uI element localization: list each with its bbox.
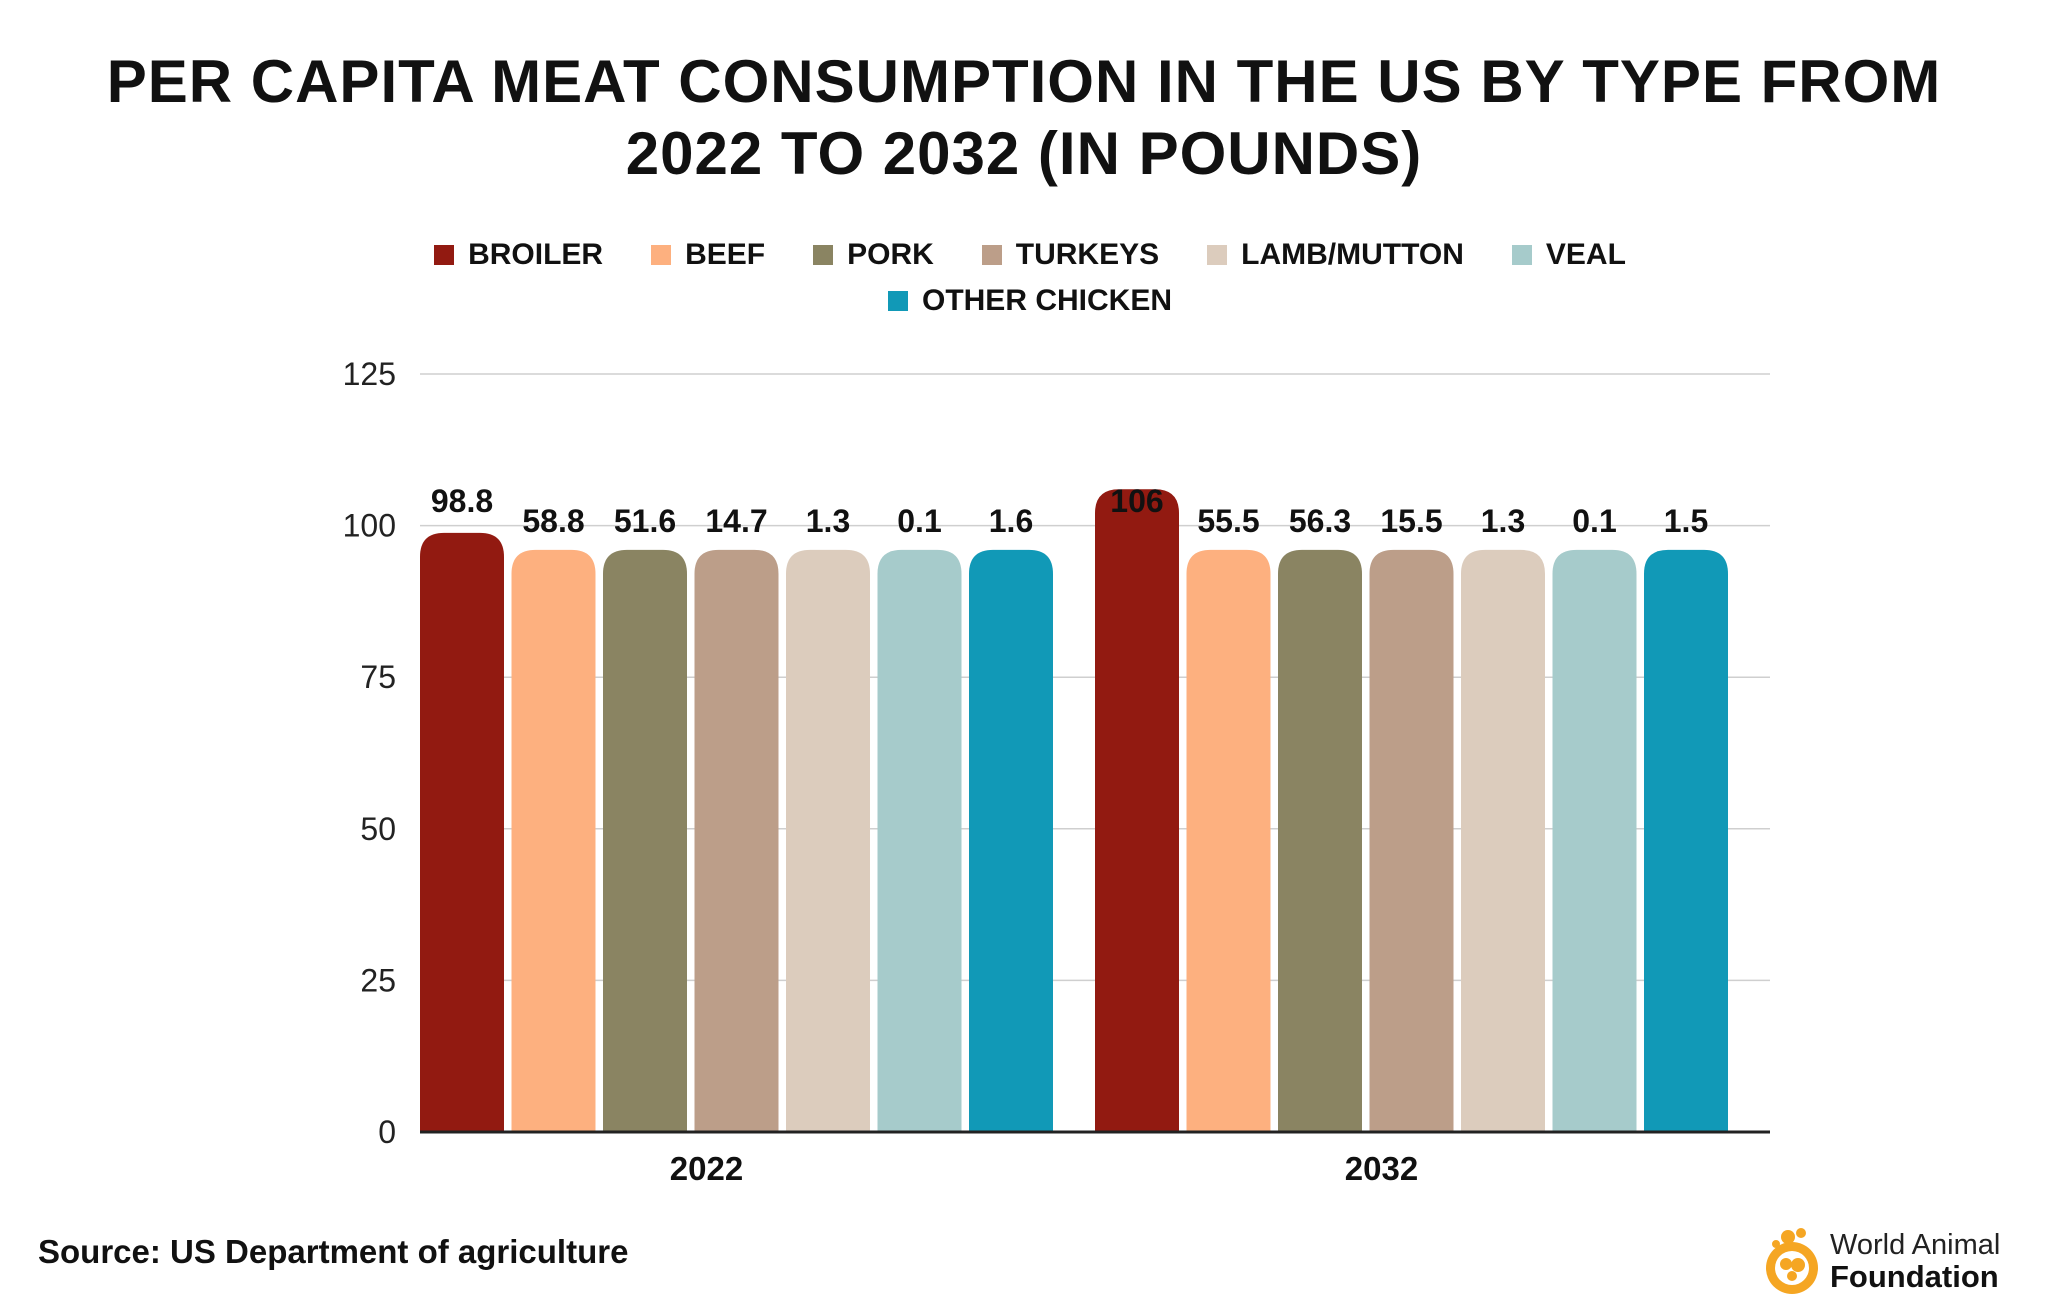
bar-broiler-2022: [420, 532, 504, 1132]
bar-lamb-mutton-2032: [1461, 549, 1545, 1132]
legend-swatch: [887, 291, 908, 311]
bar-other-chicken-2032: [1644, 549, 1728, 1132]
bar-beef-2032: [1186, 549, 1271, 1132]
legend-item-broiler: BROILER: [434, 238, 603, 272]
legend-label: VEAL: [1545, 238, 1626, 271]
legend-row: BROILER BEEF PORK TURKEYS LAMB/MUTTON VEAL: [330, 232, 1730, 278]
bar-turkeys-2032: [1369, 549, 1454, 1132]
data-label: 56.3: [1289, 503, 1351, 539]
legend-label: PORK: [847, 238, 934, 271]
legend-item-beef: BEEF: [651, 238, 765, 272]
legend-row: OTHER CHICKEN: [330, 278, 1730, 324]
data-label: 55.5: [1197, 503, 1259, 539]
bar-broiler-2032: [1095, 489, 1179, 1132]
y-tick-label: 50: [360, 811, 396, 847]
chart-legend: BROILER BEEF PORK TURKEYS LAMB/MUTTON VEAL OT…: [330, 232, 1730, 324]
data-label: 1.3: [1481, 503, 1525, 539]
legend-item-other-chicken: OTHER CHICKEN: [887, 284, 1172, 318]
world-animal-foundation-logo: World Animal Foundation: [1762, 1224, 2000, 1298]
x-tick-label: 2022: [670, 1150, 743, 1187]
bar-pork-2032: [1278, 549, 1362, 1132]
legend-swatch: [981, 245, 1002, 265]
legend-item-lamb-mutton: LAMB/MUTTON: [1207, 238, 1464, 272]
data-label: 0.1: [1572, 503, 1616, 539]
bar-veal-2032: [1552, 549, 1637, 1132]
logo-line-1: World Animal: [1830, 1229, 2001, 1261]
legend-item-turkeys: TURKEYS: [981, 238, 1160, 272]
data-label: 0.1: [897, 503, 941, 539]
x-tick-label: 2032: [1345, 1150, 1418, 1187]
legend-label: OTHER CHICKEN: [921, 284, 1172, 317]
chart-title: PER CAPITA MEAT CONSUMPTION IN THE US BY…: [0, 46, 2048, 190]
bar-pork-2022: [603, 549, 687, 1132]
data-label: 1.5: [1664, 503, 1708, 539]
y-tick-label: 0: [378, 1114, 396, 1150]
bar-turkeys-2022: [694, 549, 779, 1132]
bar-veal-2022: [877, 549, 962, 1132]
logo-line-2: Foundation: [1830, 1259, 1999, 1294]
legend-item-pork: PORK: [813, 238, 934, 272]
paw-logo-icon: [1766, 1228, 1818, 1294]
legend-swatch: [1511, 245, 1532, 265]
chart-title-line-1: PER CAPITA MEAT CONSUMPTION IN THE US BY…: [106, 48, 1942, 115]
data-label: 1.6: [989, 503, 1033, 539]
bar-other-chicken-2022: [969, 549, 1053, 1132]
legend-label: LAMB/MUTTON: [1241, 238, 1464, 271]
bar-beef-2022: [511, 549, 596, 1132]
bar-lamb-mutton-2022: [786, 549, 870, 1132]
data-label: 14.7: [705, 503, 767, 539]
data-label: 15.5: [1380, 503, 1442, 539]
y-tick-label: 100: [343, 508, 396, 544]
legend-swatch: [434, 245, 455, 265]
data-label: 1.3: [806, 503, 850, 539]
legend-swatch: [813, 245, 834, 265]
legend-label: BEEF: [685, 238, 766, 271]
legend-swatch: [1207, 245, 1228, 265]
source-note: Source: US Department of agriculture: [38, 1233, 629, 1270]
legend-swatch: [651, 245, 672, 265]
data-label: 98.8: [431, 483, 493, 519]
y-tick-label: 25: [360, 962, 396, 998]
data-label: 58.8: [522, 503, 584, 539]
legend-label: BROILER: [468, 238, 604, 271]
data-label: 106: [1110, 483, 1163, 519]
y-tick-label: 125: [343, 356, 396, 392]
y-tick-label: 75: [360, 659, 396, 695]
legend-label: TURKEYS: [1015, 238, 1160, 271]
data-label: 51.6: [614, 503, 676, 539]
chart-title-line-2: 2022 TO 2032 (IN POUNDS): [625, 120, 1423, 187]
legend-item-veal: VEAL: [1511, 238, 1626, 272]
